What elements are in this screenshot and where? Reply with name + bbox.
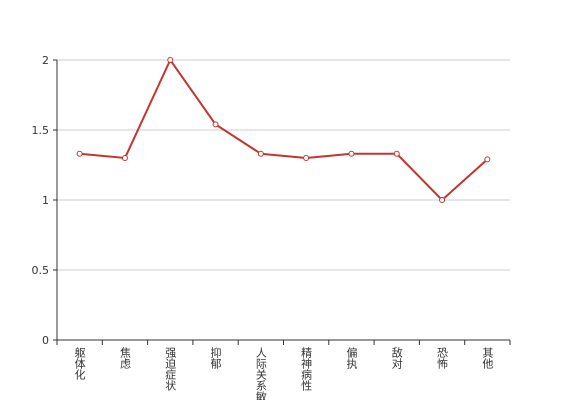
x-tick-label: 恐怖 — [436, 347, 449, 369]
y-tick-label: 1.5 — [32, 124, 50, 137]
point — [76, 150, 83, 157]
x-tick-label: 强迫症状 — [164, 347, 177, 391]
y-tick-label: 0.5 — [32, 264, 50, 277]
point — [439, 197, 446, 203]
point — [393, 150, 400, 157]
point — [121, 155, 128, 161]
y-tick-label: 0 — [42, 334, 49, 347]
y-tick-label: 1 — [42, 194, 49, 207]
x-tick-label: 抑郁 — [209, 346, 222, 369]
point — [212, 121, 219, 128]
x-tick-label: 精神病性 — [300, 347, 313, 392]
point — [348, 150, 355, 157]
y-tick-label: 2 — [42, 54, 49, 67]
x-tick-label: 敌对 — [390, 346, 403, 369]
x-tick-label: 焦虑 — [118, 347, 131, 369]
x-tick-label: 躯体化 — [73, 347, 86, 381]
x-tick-label: 人际关系敏感 — [254, 347, 267, 400]
x-tick-label: 其他 — [481, 347, 494, 369]
point — [257, 150, 264, 157]
point — [303, 155, 310, 161]
series-line — [79, 58, 489, 202]
point — [484, 156, 491, 163]
x-tick-label: 偏执 — [345, 346, 358, 370]
point — [167, 57, 174, 63]
